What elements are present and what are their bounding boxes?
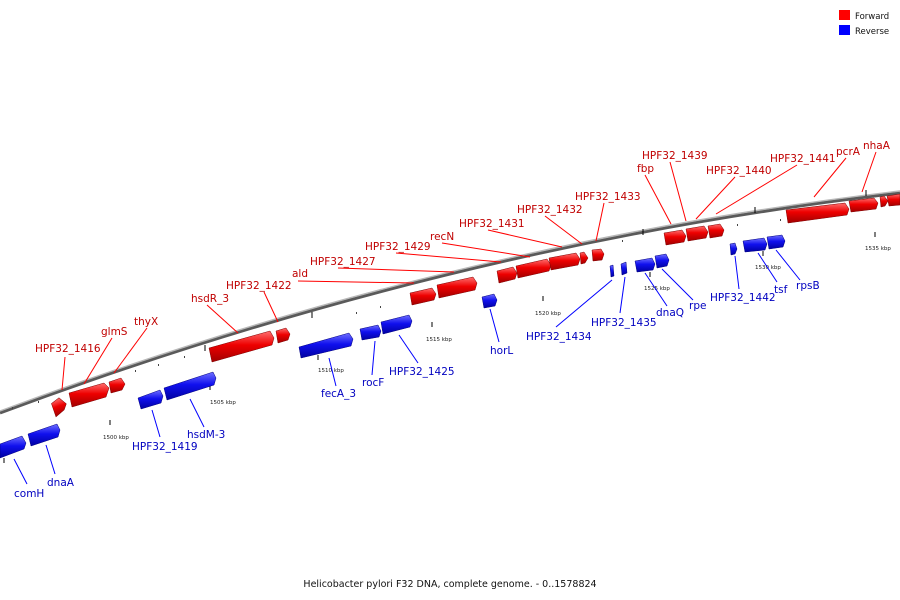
gene-arrow[interactable] bbox=[68, 382, 110, 408]
legend: Forward Reverse bbox=[839, 10, 889, 37]
legend-swatch-reverse bbox=[839, 25, 850, 35]
gene-label-hpf32-1427[interactable]: HPF32_1427 bbox=[310, 256, 376, 268]
gene-label-hpf32-1425[interactable]: HPF32_1425 bbox=[389, 366, 455, 378]
gene-label-thyx[interactable]: thyX bbox=[134, 316, 158, 328]
gene-label-dnaq[interactable]: dnaQ bbox=[656, 307, 684, 319]
gene-arrow[interactable] bbox=[548, 252, 581, 271]
gene-label-nhaa[interactable]: nhaA bbox=[863, 140, 891, 152]
gene-arrow[interactable] bbox=[359, 324, 382, 341]
gene-arrow[interactable] bbox=[380, 314, 413, 335]
gene-arrow[interactable] bbox=[766, 234, 786, 250]
tick-label-1500: 1500 kbp bbox=[103, 435, 129, 441]
tick-label-1525: 1525 kbp bbox=[644, 286, 670, 292]
gene-arrow[interactable] bbox=[785, 202, 850, 224]
gene-label-hsdr-3[interactable]: hsdR_3 bbox=[191, 293, 229, 305]
gene-label-feca-3[interactable]: fecA_3 bbox=[321, 388, 356, 400]
legend-label-reverse: Reverse bbox=[855, 27, 889, 37]
reverse-labels: comH dnaA HPF32_1419 hsdM-3 fecA_3 rocF … bbox=[14, 280, 820, 500]
forward-labels: HPF32_1416 glmS thyX hsdR_3 HPF32_1422 a… bbox=[35, 140, 891, 355]
gene-label-comh[interactable]: comH bbox=[14, 488, 44, 500]
gene-arrow[interactable] bbox=[742, 237, 768, 253]
forward-leader-lines bbox=[61, 151, 877, 391]
genome-title: Helicobacter pylori F32 DNA, complete ge… bbox=[303, 579, 596, 590]
gene-arrow[interactable] bbox=[50, 396, 69, 418]
gene-arrow[interactable] bbox=[108, 377, 126, 394]
gene-label-hpf32-1442[interactable]: HPF32_1442 bbox=[710, 292, 776, 304]
gene-label-rpe[interactable]: rpe bbox=[689, 300, 706, 312]
gene-arrow[interactable] bbox=[137, 389, 164, 410]
tick-label-1520: 1520 kbp bbox=[535, 311, 561, 317]
gene-label-hpf32-1439[interactable]: HPF32_1439 bbox=[642, 150, 708, 162]
gene-label-glms[interactable]: glmS bbox=[101, 326, 128, 338]
legend-swatch-forward bbox=[839, 10, 850, 20]
gene-label-rpsb[interactable]: rpsB bbox=[796, 280, 820, 292]
gene-arrow[interactable] bbox=[634, 257, 656, 273]
gene-label-fbp[interactable]: fbp bbox=[637, 163, 654, 175]
gene-arrow[interactable] bbox=[654, 253, 670, 269]
gene-label-horl[interactable]: horL bbox=[490, 345, 513, 357]
gene-label-hsdm-3[interactable]: hsdM-3 bbox=[187, 429, 225, 441]
gene-arrow[interactable] bbox=[591, 248, 605, 262]
gene-arrow[interactable] bbox=[620, 261, 628, 276]
tick-label-1535: 1535 kbp bbox=[865, 246, 891, 252]
major-ticks bbox=[3, 190, 867, 463]
gene-label-pcra[interactable]: pcrA bbox=[836, 146, 861, 158]
gene-arrow[interactable] bbox=[163, 371, 217, 401]
gene-arrow[interactable] bbox=[481, 293, 498, 309]
gene-arrow[interactable] bbox=[579, 251, 589, 265]
legend-label-forward: Forward bbox=[855, 12, 889, 22]
gene-arrow[interactable] bbox=[27, 423, 61, 447]
backbone-shadow bbox=[0, 191, 900, 415]
gene-arrow[interactable] bbox=[409, 287, 437, 306]
gene-label-hpf32-1434[interactable]: HPF32_1434 bbox=[526, 331, 592, 343]
gene-arrow[interactable] bbox=[298, 332, 354, 359]
gene-label-hpf32-1422[interactable]: HPF32_1422 bbox=[226, 280, 292, 292]
gene-label-hpf32-1419[interactable]: HPF32_1419 bbox=[132, 441, 198, 453]
gene-label-hpf32-1431[interactable]: HPF32_1431 bbox=[459, 218, 525, 230]
tick-label-1505: 1505 kbp bbox=[210, 400, 236, 406]
gene-label-rocf[interactable]: rocF bbox=[362, 377, 384, 389]
gene-arrow[interactable] bbox=[515, 258, 552, 279]
tick-label-1510: 1510 kbp bbox=[318, 368, 344, 374]
gene-label-hpf32-1435[interactable]: HPF32_1435 bbox=[591, 317, 657, 329]
gene-label-dnaa[interactable]: dnaA bbox=[47, 477, 75, 489]
gene-label-hpf32-1432[interactable]: HPF32_1432 bbox=[517, 204, 583, 216]
gene-label-tsf[interactable]: tsf bbox=[774, 284, 788, 296]
gene-label-hpf32-1440[interactable]: HPF32_1440 bbox=[706, 165, 772, 177]
gene-label-recn[interactable]: recN bbox=[430, 231, 454, 243]
gene-arrow[interactable] bbox=[0, 435, 27, 459]
reverse-leader-lines bbox=[13, 249, 801, 485]
reverse-features bbox=[0, 234, 786, 459]
gene-arrow[interactable] bbox=[886, 193, 900, 207]
gene-label-hpf32-1433[interactable]: HPF32_1433 bbox=[575, 191, 641, 203]
gene-label-ald[interactable]: ald bbox=[292, 268, 308, 280]
gene-label-hpf32-1416[interactable]: HPF32_1416 bbox=[35, 343, 101, 355]
tick-label-1515: 1515 kbp bbox=[426, 337, 452, 343]
gene-arrow[interactable] bbox=[707, 223, 725, 239]
gene-arrow[interactable] bbox=[848, 197, 879, 213]
gene-arrow[interactable] bbox=[663, 229, 687, 246]
gene-label-hpf32-1441[interactable]: HPF32_1441 bbox=[770, 153, 836, 165]
gene-arrow[interactable] bbox=[208, 330, 275, 363]
gene-arrow[interactable] bbox=[275, 327, 291, 344]
gene-arrow[interactable] bbox=[436, 276, 478, 299]
gene-arrow[interactable] bbox=[609, 264, 615, 278]
gene-label-hpf32-1429[interactable]: HPF32_1429 bbox=[365, 241, 431, 253]
gene-arrow[interactable] bbox=[685, 225, 709, 242]
gene-arrow[interactable] bbox=[729, 242, 738, 256]
gene-arrow[interactable] bbox=[879, 195, 889, 208]
forward-features bbox=[50, 193, 900, 418]
gene-arrow[interactable] bbox=[496, 266, 518, 284]
